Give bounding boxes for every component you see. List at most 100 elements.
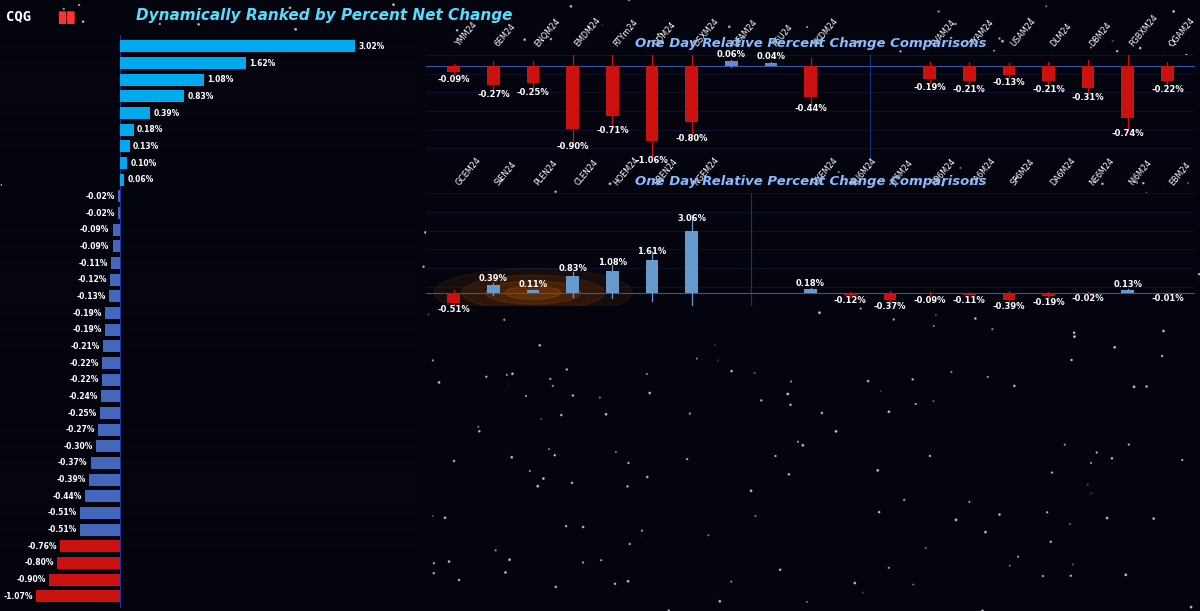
Text: -0.13%: -0.13% [992, 78, 1025, 87]
Point [122, 101, 142, 111]
Point [998, 67, 1018, 77]
Point [193, 250, 212, 260]
Point [868, 466, 887, 475]
Point [904, 375, 923, 384]
Point [167, 221, 186, 231]
Text: 0.11%: 0.11% [518, 280, 547, 289]
Point [827, 426, 846, 436]
Point [433, 289, 452, 299]
Text: CQG: CQG [6, 9, 31, 23]
Point [184, 119, 203, 129]
Point [469, 426, 488, 436]
Point [659, 606, 678, 611]
Text: -0.24%: -0.24% [68, 392, 97, 401]
Point [236, 326, 256, 335]
Point [596, 409, 616, 419]
Bar [685, 65, 698, 122]
Point [574, 113, 593, 123]
Bar [1002, 65, 1015, 75]
Point [1007, 173, 1026, 183]
Point [552, 410, 571, 420]
Text: 0.39%: 0.39% [154, 109, 180, 118]
Point [1117, 291, 1136, 301]
Point [26, 436, 46, 445]
Point [348, 325, 367, 335]
Point [317, 479, 336, 489]
Text: -0.19%: -0.19% [72, 309, 102, 318]
Point [618, 576, 637, 586]
Bar [96, 441, 120, 452]
Text: -0.02%: -0.02% [1072, 294, 1104, 303]
Point [851, 304, 870, 313]
Text: 0.06%: 0.06% [716, 50, 746, 59]
Point [630, 229, 649, 238]
Point [617, 258, 636, 268]
Point [521, 466, 540, 476]
Bar [110, 274, 120, 286]
Point [119, 331, 138, 341]
Point [167, 428, 186, 437]
Bar [102, 374, 120, 386]
Point [648, 29, 667, 39]
Text: 1.08%: 1.08% [208, 75, 234, 84]
Point [715, 94, 734, 104]
Point [1108, 205, 1127, 214]
Point [895, 101, 914, 111]
Point [1062, 355, 1081, 365]
Point [0, 180, 11, 190]
Point [361, 118, 380, 128]
Point [190, 20, 209, 29]
Point [640, 388, 659, 398]
Point [906, 399, 925, 409]
Ellipse shape [434, 268, 632, 316]
Point [322, 296, 341, 306]
Point [1177, 50, 1196, 60]
Point [188, 419, 208, 429]
Point [100, 43, 119, 53]
Point [1063, 560, 1082, 569]
Point [904, 580, 923, 590]
Point [367, 522, 386, 532]
Point [810, 308, 829, 318]
Point [0, 52, 19, 62]
Point [1061, 571, 1080, 580]
Point [557, 521, 576, 531]
Text: 0.18%: 0.18% [137, 125, 163, 134]
Point [281, 3, 300, 13]
Point [706, 220, 725, 230]
Point [1084, 129, 1103, 139]
Point [54, 4, 73, 13]
Bar [883, 293, 896, 300]
Text: -0.44%: -0.44% [53, 492, 82, 501]
Point [848, 37, 868, 46]
Point [642, 228, 661, 238]
Point [702, 100, 721, 110]
Point [890, 46, 910, 56]
Point [205, 491, 224, 501]
Point [880, 563, 899, 573]
Point [1008, 552, 1027, 562]
Point [312, 469, 331, 479]
Point [499, 379, 518, 389]
Point [414, 262, 433, 272]
Point [541, 374, 560, 384]
Point [379, 546, 398, 556]
Point [194, 600, 214, 610]
Point [812, 408, 832, 418]
Point [457, 109, 476, 119]
Point [328, 218, 347, 227]
Bar [1042, 65, 1055, 81]
Point [115, 406, 134, 415]
Point [1148, 298, 1168, 308]
Text: ■■: ■■ [58, 15, 76, 24]
Point [587, 106, 606, 115]
Point [763, 106, 782, 115]
Point [708, 356, 727, 365]
Point [1038, 507, 1057, 517]
Point [1030, 203, 1049, 213]
Text: 1.62%: 1.62% [250, 59, 276, 68]
Point [420, 104, 439, 114]
Point [301, 573, 320, 582]
Point [439, 557, 458, 566]
Bar [566, 276, 580, 293]
